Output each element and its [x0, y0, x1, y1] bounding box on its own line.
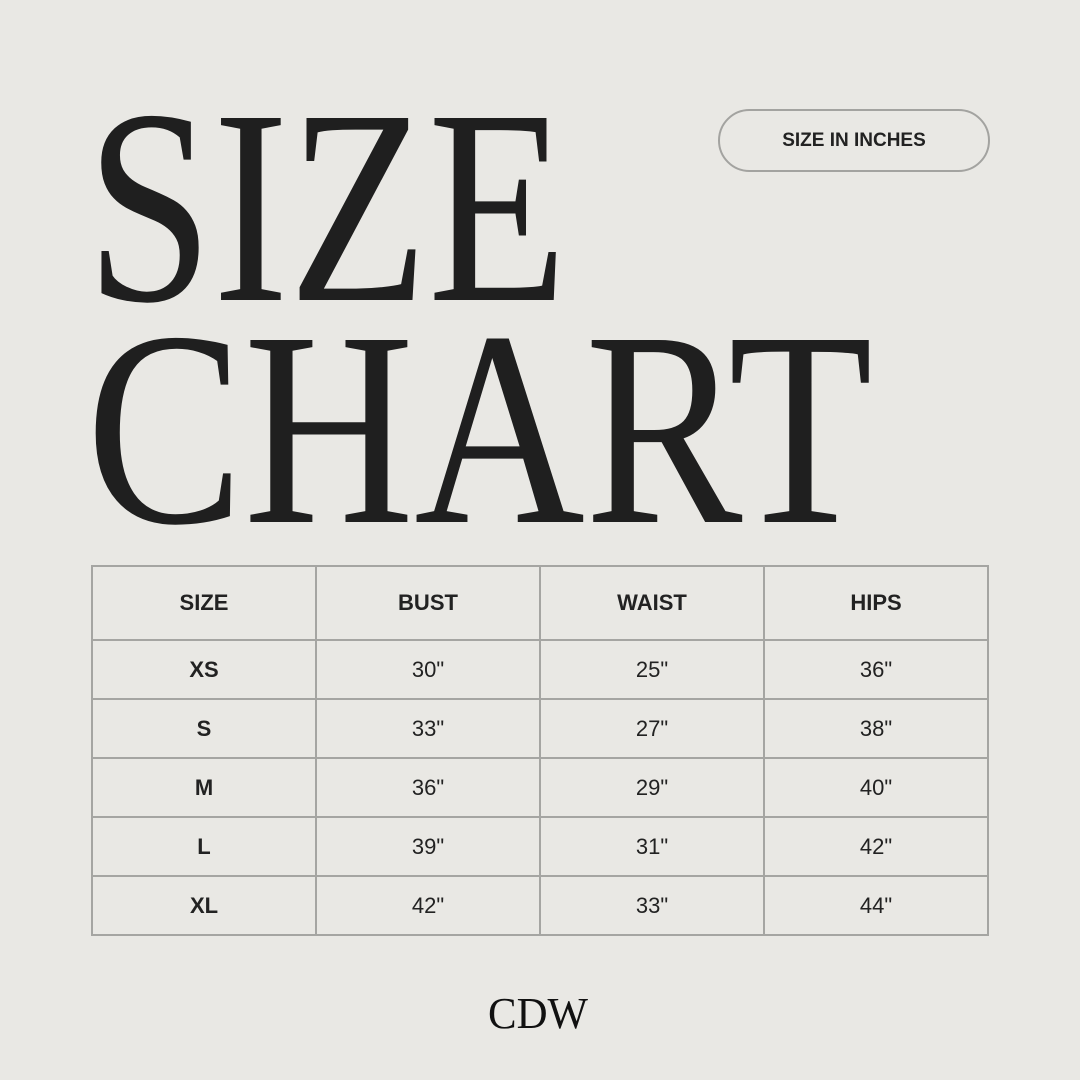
cell-size: M	[91, 757, 317, 818]
header-hips: HIPS	[763, 565, 989, 641]
header-bust: BUST	[315, 565, 541, 641]
cell-hips: 42"	[763, 816, 989, 877]
brand-logo: CDW	[488, 990, 588, 1034]
table-row: L 39" 31" 42"	[91, 816, 989, 877]
title-line-1: SIZE	[86, 53, 568, 361]
cell-hips: 36"	[763, 639, 989, 700]
cell-size: XL	[91, 875, 317, 936]
cell-bust: 33"	[315, 698, 541, 759]
title-line-2: CHART	[86, 275, 873, 583]
cell-bust: 30"	[315, 639, 541, 700]
cell-hips: 38"	[763, 698, 989, 759]
cell-bust: 39"	[315, 816, 541, 877]
cell-hips: 40"	[763, 757, 989, 818]
table-row: M 36" 29" 40"	[91, 757, 989, 818]
size-table: SIZE BUST WAIST HIPS XS 30" 25" 36" S 33" 27" 3…	[91, 565, 989, 936]
table-row: S 33" 27" 38"	[91, 698, 989, 759]
cell-hips: 44"	[763, 875, 989, 936]
cell-waist: 27"	[539, 698, 765, 759]
cell-size: XS	[91, 639, 317, 700]
table-row: XS 30" 25" 36"	[91, 639, 989, 700]
cell-size: L	[91, 816, 317, 877]
cell-bust: 36"	[315, 757, 541, 818]
header-waist: WAIST	[539, 565, 765, 641]
size-unit-badge: SIZE IN INCHES	[718, 109, 990, 172]
svg-text:CDW: CDW	[488, 990, 588, 1034]
cell-waist: 33"	[539, 875, 765, 936]
cell-size: S	[91, 698, 317, 759]
header-size: SIZE	[91, 565, 317, 641]
cell-waist: 29"	[539, 757, 765, 818]
cell-bust: 42"	[315, 875, 541, 936]
table-row: XL 42" 33" 44"	[91, 875, 989, 936]
cell-waist: 25"	[539, 639, 765, 700]
table-header-row: SIZE BUST WAIST HIPS	[91, 565, 989, 641]
cell-waist: 31"	[539, 816, 765, 877]
